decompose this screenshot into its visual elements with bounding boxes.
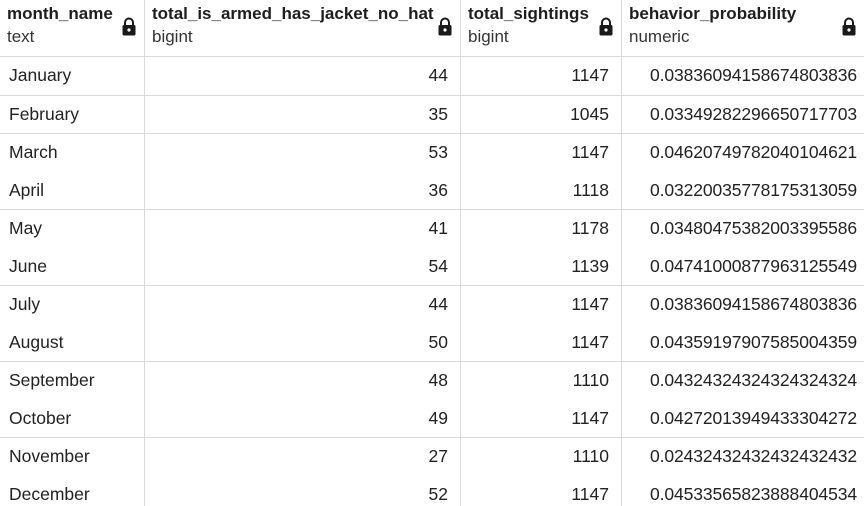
column-header-month-name[interactable]: month_name text <box>0 0 145 56</box>
column-type: bigint <box>152 27 193 46</box>
cell-behavior-probability[interactable]: 0.02432432432432432432 <box>649 446 857 466</box>
cell-total-is-armed-has-jacket-no-hat[interactable]: 44 <box>145 57 461 95</box>
lock-icon <box>438 17 452 36</box>
cell-total-sightings[interactable]: 1178 <box>461 210 622 248</box>
cell-total-is-armed-has-jacket-no-hat[interactable]: 44 <box>145 286 461 324</box>
cell-behavior-probability[interactable]: 0.04533565823888404534 <box>649 483 857 504</box>
cell-month-name[interactable]: August <box>0 323 145 361</box>
lock-icon <box>122 17 136 36</box>
column-header-total-sightings[interactable]: total_sightings bigint <box>461 0 622 56</box>
cell-behavior-probability[interactable]: 0.04359197907585004359 <box>649 331 857 352</box>
cell-total-is-armed-has-jacket-no-hat[interactable]: 53 <box>145 134 461 172</box>
cell-total-sightings[interactable]: 1147 <box>461 323 622 361</box>
column-type: text <box>7 27 35 46</box>
cell-total-is-armed-has-jacket-no-hat[interactable]: 49 <box>145 399 461 437</box>
column-header-total-is-armed-has-jacket-no-hat[interactable]: total_is_armed_has_jacket_no_hat bigint <box>145 0 461 56</box>
cell-total-is-armed-has-jacket-no-hat[interactable]: 27 <box>145 438 461 476</box>
cell-total-sightings[interactable]: 1045 <box>461 95 622 133</box>
table-row[interactable]: August 50 1147 0.04359197907585004359 <box>0 323 864 362</box>
lock-icon <box>599 17 613 36</box>
table-row[interactable]: May 41 1178 0.03480475382003395586 <box>0 210 864 248</box>
table-row[interactable]: November 27 1110 0.02432432432432432432 <box>0 438 864 476</box>
cell-month-name[interactable]: October <box>0 399 145 437</box>
table-row[interactable]: September 48 1110 0.04324324324324324324 <box>0 362 864 400</box>
cell-behavior-probability[interactable]: 0.03836094158674803836 <box>649 65 857 85</box>
cell-behavior-probability[interactable]: 0.03349282296650717703 <box>649 103 857 124</box>
table-row[interactable]: January 44 1147 0.03836094158674803836 <box>0 57 864 96</box>
cell-month-name[interactable]: September <box>0 362 145 400</box>
cell-total-sightings[interactable]: 1110 <box>461 438 622 476</box>
cell-month-name[interactable]: March <box>0 134 145 172</box>
table-row[interactable]: March 53 1147 0.04620749782040104621 <box>0 134 864 172</box>
cell-month-name[interactable]: November <box>0 438 145 476</box>
cell-total-sightings[interactable]: 1110 <box>461 362 622 400</box>
column-type: bigint <box>468 27 509 46</box>
table-row[interactable]: July 44 1147 0.03836094158674803836 <box>0 286 864 324</box>
cell-total-sightings[interactable]: 1147 <box>461 286 622 324</box>
cell-total-is-armed-has-jacket-no-hat[interactable]: 52 <box>145 475 461 506</box>
cell-behavior-probability[interactable]: 0.03836094158674803836 <box>649 294 857 314</box>
cell-behavior-probability[interactable]: 0.03220035778175313059 <box>649 179 857 200</box>
table-body: January 44 1147 0.03836094158674803836 Febru… <box>0 57 864 506</box>
cell-month-name[interactable]: January <box>0 57 145 95</box>
cell-behavior-probability[interactable]: 0.04741000877963125549 <box>649 255 857 276</box>
column-name: month_name <box>7 4 113 23</box>
cell-behavior-probability[interactable]: 0.04272013949433304272 <box>649 407 857 428</box>
table-row[interactable]: June 54 1139 0.04741000877963125549 <box>0 247 864 286</box>
cell-behavior-probability[interactable]: 0.03480475382003395586 <box>649 218 857 238</box>
cell-total-sightings[interactable]: 1147 <box>461 399 622 437</box>
column-header-behavior-probability[interactable]: behavior_probability numeric <box>622 0 864 56</box>
cell-month-name[interactable]: June <box>0 247 145 285</box>
cell-total-is-armed-has-jacket-no-hat[interactable]: 48 <box>145 362 461 400</box>
cell-behavior-probability[interactable]: 0.04620749782040104621 <box>649 142 857 162</box>
cell-total-is-armed-has-jacket-no-hat[interactable]: 36 <box>145 171 461 209</box>
cell-month-name[interactable]: December <box>0 475 145 506</box>
cell-month-name[interactable]: July <box>0 286 145 324</box>
cell-total-sightings[interactable]: 1147 <box>461 134 622 172</box>
column-name: total_is_armed_has_jacket_no_hat <box>152 4 434 23</box>
cell-behavior-probability[interactable]: 0.04324324324324324324 <box>649 370 857 390</box>
cell-total-is-armed-has-jacket-no-hat[interactable]: 35 <box>145 95 461 133</box>
table-row[interactable]: April 36 1118 0.03220035778175313059 <box>0 171 864 210</box>
cell-total-is-armed-has-jacket-no-hat[interactable]: 54 <box>145 247 461 285</box>
cell-total-is-armed-has-jacket-no-hat[interactable]: 50 <box>145 323 461 361</box>
header-row: month_name text total_is_armed_has_jacke… <box>0 0 864 57</box>
cell-total-sightings[interactable]: 1118 <box>461 171 622 209</box>
column-name: total_sightings <box>468 4 589 23</box>
lock-icon <box>842 17 856 36</box>
cell-month-name[interactable]: April <box>0 171 145 209</box>
table-row[interactable]: December 52 1147 0.04533565823888404534 <box>0 475 864 506</box>
table-row[interactable]: October 49 1147 0.04272013949433304272 <box>0 399 864 438</box>
cell-total-sightings[interactable]: 1147 <box>461 57 622 95</box>
column-name: behavior_probability <box>629 4 797 23</box>
cell-total-is-armed-has-jacket-no-hat[interactable]: 41 <box>145 210 461 248</box>
table-row[interactable]: February 35 1045 0.03349282296650717703 <box>0 95 864 134</box>
column-type: numeric <box>629 27 690 46</box>
cell-total-sightings[interactable]: 1139 <box>461 247 622 285</box>
cell-month-name[interactable]: May <box>0 210 145 248</box>
cell-total-sightings[interactable]: 1147 <box>461 475 622 506</box>
cell-month-name[interactable]: February <box>0 95 145 133</box>
